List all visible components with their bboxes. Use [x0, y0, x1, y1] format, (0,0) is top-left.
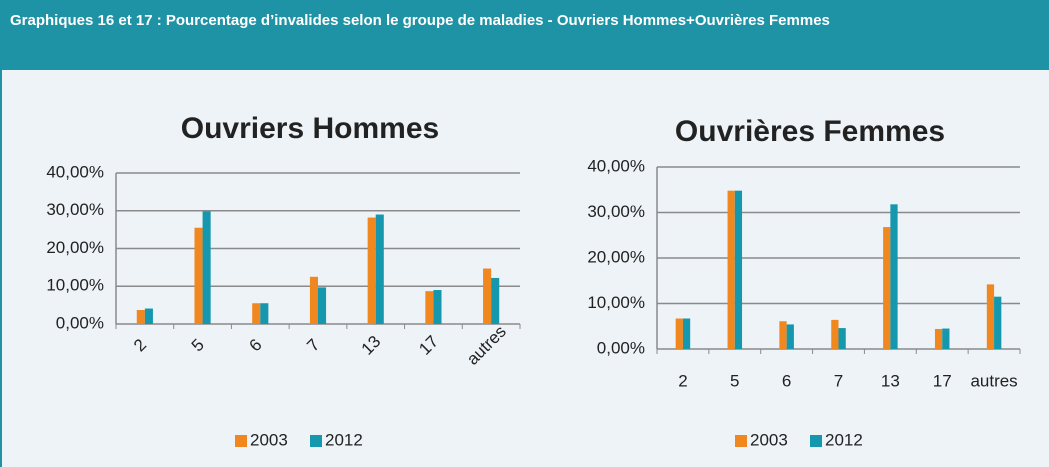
x-tick-label: 17: [415, 332, 442, 359]
bar: [883, 227, 891, 349]
y-tick-label: 10,00%: [587, 293, 645, 312]
y-tick-label: 30,00%: [46, 200, 104, 219]
y-tick-label: 20,00%: [587, 247, 645, 266]
bar: [682, 318, 691, 349]
header-title: Graphiques 16 et 17 : Pourcentage d’inva…: [2, 0, 1049, 70]
bar: [734, 190, 743, 349]
bar: [727, 190, 735, 349]
x-tick-label: autres: [970, 371, 1017, 390]
bar: [994, 296, 1002, 349]
bar: [260, 303, 269, 324]
y-tick-label: 40,00%: [587, 156, 645, 175]
bar: [375, 214, 384, 324]
bar: [890, 204, 898, 349]
bar: [786, 324, 794, 349]
y-tick-label: 0,00%: [597, 338, 645, 357]
bar: [318, 287, 327, 324]
legend-swatch: [735, 435, 747, 447]
x-tick-label: 2: [678, 371, 687, 390]
bar: [425, 291, 434, 324]
bar: [309, 276, 318, 324]
bar: [986, 284, 995, 349]
y-tick-label: 20,00%: [46, 238, 104, 257]
chart-title: Ouvrières Femmes: [675, 115, 945, 148]
x-tick-label: 7: [834, 371, 843, 390]
bar: [194, 227, 203, 324]
x-tick-label: 17: [933, 371, 952, 390]
legend-label: 2012: [325, 430, 363, 449]
bar: [779, 321, 787, 349]
y-tick-label: 10,00%: [46, 276, 104, 295]
legend-label: 2003: [250, 430, 288, 449]
y-tick-label: 0,00%: [56, 313, 104, 332]
x-tick-label: autres: [463, 322, 510, 369]
bar: [838, 328, 846, 349]
legend-swatch: [310, 435, 322, 447]
x-tick-label: 6: [782, 371, 791, 390]
x-tick-label: 7: [303, 335, 323, 355]
x-tick-label: 5: [188, 335, 208, 355]
bar: [136, 310, 145, 324]
bar: [831, 319, 839, 349]
bar: [483, 268, 492, 324]
bar: [202, 211, 211, 324]
bar: [942, 328, 950, 349]
y-tick-label: 40,00%: [46, 162, 104, 181]
legend-swatch: [810, 435, 822, 447]
bar: [675, 318, 683, 349]
bar: [144, 308, 153, 324]
bar: [433, 290, 442, 324]
legend-label: 2003: [750, 430, 788, 449]
bar: [491, 277, 500, 324]
x-tick-label: 2: [130, 335, 150, 355]
chart-title: Ouvriers Hommes: [181, 112, 439, 145]
legend-label: 2012: [825, 430, 863, 449]
bar: [934, 328, 943, 349]
y-tick-label: 30,00%: [587, 202, 645, 221]
x-tick-label: 13: [358, 332, 385, 359]
x-tick-label: 13: [881, 371, 900, 390]
bar: [367, 217, 376, 324]
x-tick-label: 6: [246, 335, 266, 355]
x-tick-label: 5: [730, 371, 739, 390]
legend-swatch: [235, 435, 247, 447]
bar: [252, 303, 261, 324]
